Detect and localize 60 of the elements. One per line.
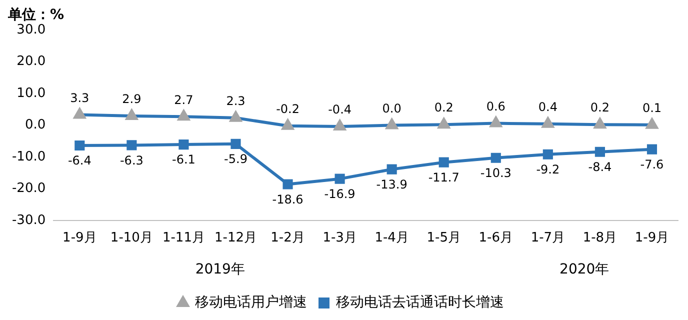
data-label: -0.2 [276, 102, 300, 116]
y-tick-label: -10.0 [12, 149, 46, 164]
x-tick-label: 1-4月 [374, 230, 409, 246]
y-tick-label: -30.0 [12, 212, 46, 228]
data-label: 0.2 [434, 100, 454, 115]
data-label: -16.9 [324, 186, 356, 201]
data-label: 2.9 [122, 92, 142, 106]
data-label: -9.2 [536, 162, 560, 177]
point [490, 152, 501, 163]
x-tick-label: 1-7月 [530, 230, 566, 246]
data-label: -18.6 [272, 192, 304, 206]
data-label: 2.7 [174, 92, 194, 107]
data-label: -0.4 [328, 102, 352, 117]
data-label: -8.4 [588, 160, 612, 174]
point [594, 146, 605, 157]
data-label: -6.4 [68, 154, 92, 168]
point [178, 140, 189, 150]
point [386, 164, 397, 174]
x-tick-label: 1-12月 [214, 230, 257, 246]
x-tick-label: 1-2月 [270, 230, 305, 246]
y-tick-label: 0.0 [24, 118, 46, 133]
data-label: -13.9 [376, 177, 408, 192]
data-label: -10.3 [480, 166, 512, 180]
data-label: 0.1 [642, 101, 662, 116]
x-tick-label: 1-10月 [110, 230, 153, 246]
data-label: 0.0 [382, 101, 402, 116]
point [282, 179, 293, 190]
x-tick-label: 1-5月 [426, 230, 461, 246]
y-tick-label: 10.0 [16, 86, 46, 101]
legend-label: 移动电话去话通话时长增速 [336, 294, 504, 311]
point [230, 138, 241, 149]
data-label: 0.2 [590, 100, 610, 115]
text: 2020年 [560, 262, 610, 278]
y-tick-label: 20.0 [16, 54, 46, 70]
data-label: 3.3 [70, 90, 90, 105]
data-label: -6.3 [120, 153, 144, 168]
text: 单位：% [8, 6, 64, 24]
point [438, 157, 449, 168]
data-label: 2.3 [226, 94, 246, 108]
x-tick-label: 1-6月 [478, 230, 514, 246]
x-tick-label: 1-9月 [634, 230, 670, 246]
data-label: 0.6 [486, 99, 506, 114]
data-label: -5.9 [224, 152, 248, 166]
data-label: -7.6 [640, 157, 664, 172]
point [74, 140, 85, 151]
data-label: -11.7 [428, 170, 460, 184]
legend-label: 移动电话用户增速 [195, 294, 307, 311]
data-label: -6.1 [172, 152, 196, 167]
point [646, 144, 658, 154]
text: 2019年 [195, 262, 245, 278]
y-tick-label: -20.0 [12, 181, 46, 196]
point [126, 140, 137, 150]
x-tick-label: 1-8月 [582, 230, 618, 246]
y-tick-label: 30.0 [16, 22, 46, 38]
point [542, 149, 553, 160]
x-tick-label: 1-3月 [322, 230, 357, 246]
data-label: 0.4 [538, 100, 558, 114]
x-tick-label: 1-11月 [162, 230, 205, 246]
point [334, 174, 345, 184]
x-tick-label: 1-9月 [62, 230, 97, 246]
